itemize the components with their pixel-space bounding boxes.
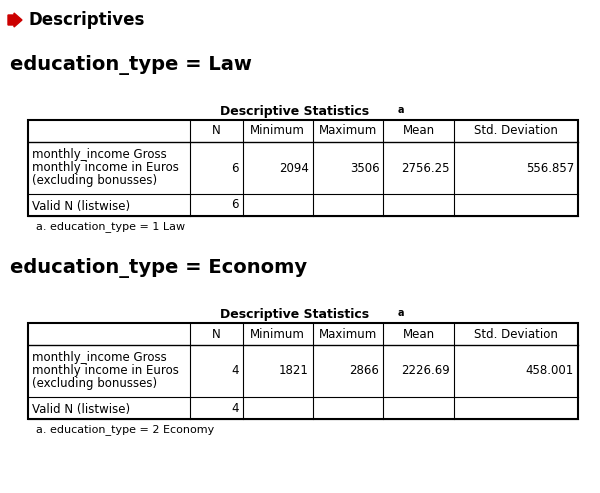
Text: Valid N (listwise): Valid N (listwise) [32, 200, 130, 213]
Text: monthly_income Gross: monthly_income Gross [32, 148, 167, 161]
Text: Maximum: Maximum [319, 327, 377, 341]
Text: 2866: 2866 [349, 364, 379, 378]
Text: (excluding bonusses): (excluding bonusses) [32, 377, 157, 390]
Text: monthly income in Euros: monthly income in Euros [32, 161, 179, 174]
FancyArrow shape [8, 13, 22, 27]
Text: 556.857: 556.857 [526, 162, 574, 175]
Text: Mean: Mean [403, 327, 434, 341]
Text: Maximum: Maximum [319, 125, 377, 138]
Text: Std. Deviation: Std. Deviation [474, 125, 558, 138]
Text: 2226.69: 2226.69 [401, 364, 450, 378]
Text: 4: 4 [231, 401, 239, 415]
Text: Descriptive Statistics: Descriptive Statistics [220, 308, 370, 321]
Text: education_type = Economy: education_type = Economy [10, 258, 307, 278]
Text: Descriptive Statistics: Descriptive Statistics [220, 105, 370, 118]
Text: Minimum: Minimum [250, 327, 305, 341]
Text: 4: 4 [231, 364, 239, 378]
Bar [28, 323, 578, 419]
Text: 2094: 2094 [279, 162, 309, 175]
Text: a: a [398, 105, 404, 115]
Text: Minimum: Minimum [250, 125, 305, 138]
Text: monthly_income Gross: monthly_income Gross [32, 351, 167, 364]
Text: N: N [212, 125, 221, 138]
Text: Valid N (listwise): Valid N (listwise) [32, 403, 130, 416]
Text: Descriptives: Descriptives [28, 11, 145, 29]
Text: monthly income in Euros: monthly income in Euros [32, 364, 179, 377]
Text: 3506: 3506 [350, 162, 379, 175]
Bar [28, 120, 578, 216]
Text: 1821: 1821 [279, 364, 309, 378]
Text: a: a [398, 308, 404, 318]
Text: 6: 6 [231, 199, 239, 211]
Text: education_type = Law: education_type = Law [10, 55, 252, 75]
Text: (excluding bonusses): (excluding bonusses) [32, 174, 157, 187]
Text: 2756.25: 2756.25 [401, 162, 450, 175]
Text: Mean: Mean [403, 125, 434, 138]
Text: N: N [212, 327, 221, 341]
Text: 458.001: 458.001 [526, 364, 574, 378]
Text: 6: 6 [231, 162, 239, 175]
Text: a. education_type = 1 Law: a. education_type = 1 Law [36, 221, 185, 232]
Text: Std. Deviation: Std. Deviation [474, 327, 558, 341]
Text: a. education_type = 2 Economy: a. education_type = 2 Economy [36, 424, 214, 435]
